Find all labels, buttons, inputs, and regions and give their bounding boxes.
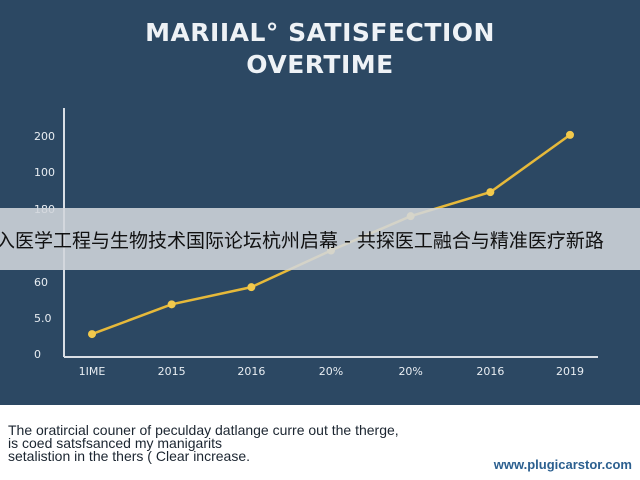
y-tick-label: 5.0 (34, 312, 52, 325)
data-point (486, 188, 495, 197)
chart-area: MARIIAL° SATISFECTION OVERTIME 05.060180… (34, 18, 598, 378)
data-point (167, 300, 176, 309)
line-chart: 05.0601801002001IME2015201620%20%2016201… (34, 108, 598, 378)
chart-title-line-2: OVERTIME (246, 50, 394, 79)
x-tick-label: 2015 (158, 365, 186, 378)
caption-line-1: The oratircial couner of peculday datlan… (8, 422, 399, 438)
data-point (566, 130, 574, 139)
news-banner: 入医学工程与生物技术国际论坛杭州启幕 - 共探医工融合与精准医疗新路 (0, 208, 640, 270)
x-tick-label: 1IME (79, 365, 106, 378)
caption-line-2: is coed satsfsanced my manigarits (8, 435, 222, 451)
data-point (247, 283, 256, 292)
chart-title-line-1: MARIIAL° SATISFECTION (145, 18, 495, 47)
x-tick-label: 2016 (476, 365, 504, 378)
data-point (88, 330, 96, 339)
x-tick-label: 20% (398, 365, 422, 378)
y-tick-label: 60 (34, 276, 48, 289)
caption-panel: The oratircial couner of peculday datlan… (0, 405, 640, 480)
banner-text: 入医学工程与生物技术国际论坛杭州启幕 - 共探医工融合与精准医疗新路 (0, 229, 604, 252)
y-tick-label: 0 (34, 348, 41, 361)
y-tick-label: 100 (34, 166, 55, 179)
x-tick-label: 20% (319, 365, 343, 378)
x-tick-label: 2019 (556, 365, 584, 378)
x-tick-label: 2016 (237, 365, 265, 378)
y-tick-label: 200 (34, 130, 55, 143)
caption-line-3: setalistion in the thers ( Clear increas… (8, 448, 250, 464)
watermark-url: www.plugicarstor.com (493, 457, 632, 472)
